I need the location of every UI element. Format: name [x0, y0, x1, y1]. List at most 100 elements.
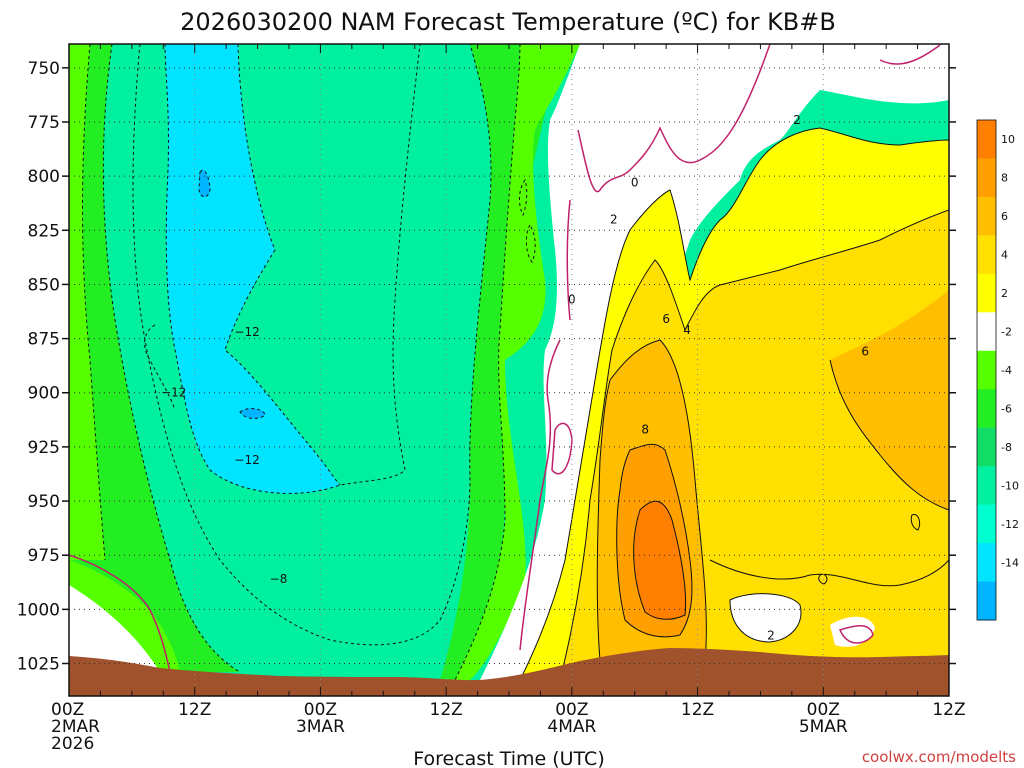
y-tick-label: 800 [28, 167, 60, 187]
band-minus6-left [69, 44, 240, 672]
colorbar-swatch [977, 196, 996, 236]
y-tick-label: 1000 [17, 600, 60, 620]
x-tick-label: 12Z [681, 700, 714, 720]
colorbar-swatch [977, 235, 996, 275]
contour-label: −12 [234, 325, 259, 339]
colorbar-swatch [977, 350, 996, 390]
y-tick-label: 775 [28, 113, 60, 133]
colorbar-swatch [977, 466, 996, 506]
contour-label: 6 [861, 345, 869, 359]
colorbar-label: 6 [1001, 210, 1008, 223]
contour-minus6-left [102, 44, 241, 673]
y-tick-label: 1025 [17, 655, 60, 675]
contour-zero-warmpocket [838, 625, 874, 644]
x-tick-label: 4MAR [547, 717, 596, 737]
x-tick-label: 00Z [807, 700, 840, 720]
contour-6-right [829, 359, 949, 511]
band-6-8-right [830, 290, 949, 510]
grid-lines [69, 44, 949, 696]
contour-label: 4 [683, 323, 691, 337]
contour-minus10 [164, 44, 421, 494]
credit-link[interactable]: coolwx.com/modelts [862, 748, 1016, 766]
x-tick-label: 00Z [555, 700, 588, 720]
contour-label: −8 [270, 572, 288, 586]
y-tick-label: 750 [28, 59, 60, 79]
contour-label: −12 [234, 453, 259, 467]
colorbar-swatch [977, 158, 996, 198]
warm-contours [519, 127, 949, 681]
colorbar-label: 10 [1001, 133, 1015, 146]
colorbar-swatch [977, 581, 996, 621]
contour-label: 6 [662, 312, 670, 326]
contour-zero-topright [879, 44, 941, 65]
colorbar-swatch [977, 312, 996, 352]
cold-contours [82, 44, 536, 681]
y-tick-label: 825 [28, 221, 60, 241]
colorbar-label: -12 [1001, 518, 1019, 531]
colorbar-swatch [977, 427, 996, 467]
x-tick-label: 3MAR [296, 717, 345, 737]
y-tick-label: 900 [28, 384, 60, 404]
colorbar-label: -10 [1001, 479, 1019, 492]
warm-pocket-2 [830, 616, 875, 647]
x-tick-label: 2026 [51, 734, 94, 754]
band-10-plus [633, 501, 686, 620]
band-minus14-core [165, 44, 340, 494]
terrain-ground [69, 648, 949, 696]
contour-small-1 [519, 178, 528, 217]
x-tick-label: 12Z [430, 700, 463, 720]
warm-pocket-1 [730, 593, 801, 642]
contour-6-left [596, 339, 707, 661]
band-near-zero [480, 44, 949, 680]
x-tick-label: 5MAR [799, 717, 848, 737]
x-tick-label: 00Z [304, 700, 337, 720]
colorbar-swatch [977, 504, 996, 544]
colorbar-label: -6 [1001, 402, 1012, 415]
colorbar-swatch [977, 120, 996, 159]
band-minus16-spot-2 [240, 408, 265, 419]
colorbar-label: -14 [1001, 556, 1019, 569]
contour-small-3 [910, 513, 921, 531]
contour-label: 0 [631, 176, 639, 190]
contour-label: −12 [161, 386, 186, 400]
contour-10 [633, 500, 687, 620]
colorbar-swatch [977, 273, 996, 313]
band-minus4-lower-left [69, 560, 180, 672]
contour-2 [519, 127, 949, 681]
contour-zero-lowerleft [69, 554, 171, 673]
band-minus4-right [455, 44, 580, 680]
chart-title: 2026030200 NAM Forecast Temperature (ºC)… [180, 8, 836, 36]
y-tick-label: 975 [28, 546, 60, 566]
contour-8 [616, 443, 693, 638]
colorbar-label: 2 [1001, 287, 1008, 300]
x-axis-label: Forecast Time (UTC) [413, 748, 604, 768]
y-tick-label: 950 [28, 492, 60, 512]
contour-minus12 [224, 44, 341, 486]
band-minus4-left [69, 44, 105, 560]
contour-zero-upper [577, 44, 771, 193]
contour-label: 2 [767, 628, 775, 642]
x-tick-label: 12Z [178, 700, 211, 720]
contour-4-lower [709, 559, 949, 587]
x-tick-label: 12Z [932, 700, 965, 720]
colorbar-frame [976, 119, 997, 621]
y-tick-label: 925 [28, 438, 60, 458]
x-tick-label: 00Z [51, 700, 84, 720]
zero-isotherm [69, 44, 941, 673]
contour-small-2 [525, 224, 536, 263]
contour-label: 2 [793, 113, 801, 127]
contour-4 [559, 209, 949, 681]
y-tick-label: 850 [28, 275, 60, 295]
contour-minus4-left [82, 44, 106, 561]
contour-label: 8 [641, 423, 649, 437]
contour-label: 0 [568, 293, 576, 307]
x-tick-label: 2MAR [51, 717, 100, 737]
y-tick-label: 875 [28, 330, 60, 350]
contour-zero-loop [551, 422, 573, 475]
colorbar-label: -4 [1001, 364, 1012, 377]
